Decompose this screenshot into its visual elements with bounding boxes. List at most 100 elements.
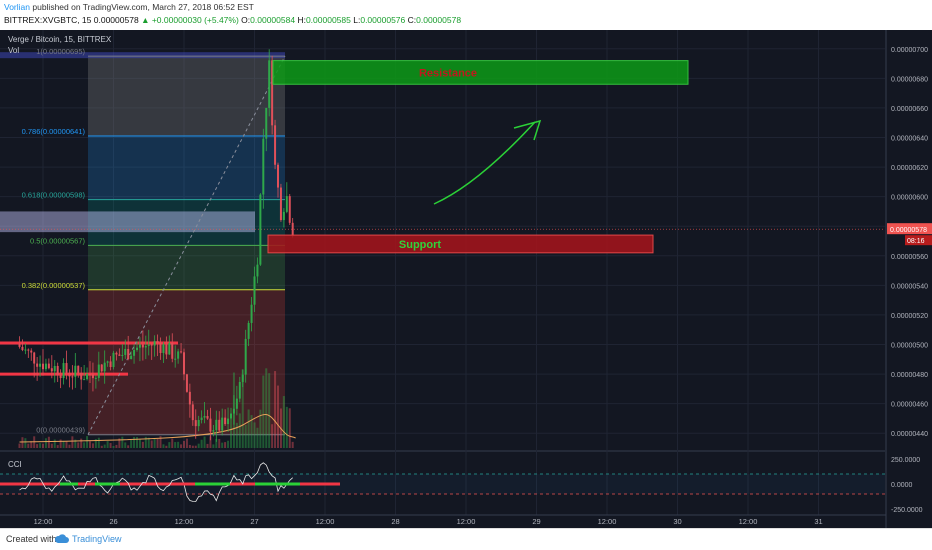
candle-body (109, 361, 112, 368)
volume-bar (89, 441, 91, 448)
volume-bar (194, 445, 197, 448)
volume-bar (183, 440, 185, 448)
time-tick-label: 26 (109, 517, 117, 526)
candle-body (94, 377, 97, 379)
volume-bar (274, 371, 277, 448)
volume-bar (118, 438, 121, 448)
fibonacci-lines (88, 55, 285, 436)
volume-bar (262, 375, 265, 448)
price-change: ▲ +0.00000030 (+5.47%) (141, 15, 239, 25)
candle-body (18, 344, 21, 347)
symbol-interval: BITTREX:XVGBTC, 15 (4, 15, 92, 25)
candle-body (62, 363, 65, 379)
candle-body (24, 349, 27, 351)
candle-body (103, 362, 106, 372)
volume-bar (224, 442, 227, 448)
cci-line (19, 462, 293, 502)
time-axis[interactable]: 12:00 26 12:00 27 12:00 28 12:00 29 12:00 30 12:00… (0, 514, 886, 526)
candle-body (30, 350, 33, 353)
candle-body (144, 346, 147, 348)
candle-body (194, 420, 197, 427)
cci-legend[interactable]: CCI (8, 460, 22, 469)
candle-body (27, 349, 30, 351)
candle-body (238, 381, 241, 399)
volume-bar (235, 422, 238, 448)
close-label: C: (407, 15, 417, 25)
candle-body (247, 322, 250, 339)
volume-bar (112, 445, 115, 448)
time-tick-label: 12:00 (34, 517, 53, 526)
volume-bar (144, 436, 147, 448)
fib-label-0786: 0.786(0.00000641) (22, 127, 86, 136)
volume-bar (62, 441, 65, 448)
volume-bar (171, 438, 174, 448)
candle-body (65, 363, 68, 373)
candle-body (50, 368, 53, 372)
candle-body (168, 343, 171, 355)
price-chart-svg[interactable]: 1(0.00000695) 0.786(0.00000641) 0.618(0.… (0, 30, 932, 528)
volume-bar (42, 443, 44, 448)
candle-body (147, 344, 150, 347)
candle-body (153, 341, 156, 346)
arrow-head (513, 119, 542, 141)
candle-body (44, 363, 47, 370)
volume-bar (218, 438, 221, 448)
volume-bar (44, 438, 47, 448)
candle-body (80, 372, 83, 380)
time-tick-label: 12:00 (316, 517, 335, 526)
volume-bar (256, 427, 259, 448)
support-zone (267, 234, 654, 254)
volume-bar (115, 444, 118, 448)
candle-body (156, 341, 159, 343)
volume-bar (18, 443, 21, 448)
fib-diagonal (87, 55, 286, 435)
candle-body (150, 344, 153, 346)
volume-bar (277, 385, 279, 448)
candle-body (77, 365, 80, 373)
candle-body (224, 417, 227, 425)
time-tick-label: 28 (391, 517, 399, 526)
volume-bar (39, 443, 42, 448)
volume-bar (285, 406, 288, 448)
candle-body (271, 60, 274, 126)
symbol-legend[interactable]: Verge / Bitcoin, 15, BITTREX (8, 35, 112, 44)
countdown-bg (905, 235, 932, 246)
volume-bar (191, 445, 194, 448)
ohlc-line: BITTREX:XVGBTC, 15 0.00000578 ▲ +0.00000… (4, 15, 461, 25)
volume-bar (206, 443, 209, 448)
price-tick-label: 0.00000560 (891, 254, 928, 261)
candle-body (133, 350, 136, 356)
volume-bar (188, 444, 191, 448)
tradingview-cloud-icon (54, 533, 70, 547)
candle-body (188, 391, 191, 405)
tradingview-brand[interactable]: TradingView (72, 534, 122, 544)
volume-bar (180, 444, 183, 448)
candle-body (42, 363, 44, 370)
volume-bar (47, 436, 50, 448)
chart-area[interactable]: 1(0.00000695) 0.786(0.00000641) 0.618(0.… (0, 30, 932, 528)
grid-lines (0, 30, 885, 515)
high-value: 0.00000585 (305, 15, 351, 25)
candle-body (118, 354, 121, 356)
candle-body (212, 430, 215, 432)
time-tick-label: 12:00 (598, 517, 617, 526)
volume-bar (259, 409, 262, 448)
price-tick-label: 0.00000680 (891, 76, 928, 83)
price-tick-label: 0.00000520 (891, 313, 928, 320)
candle-body (159, 342, 162, 354)
cci-tick-label: 250.0000 (891, 457, 920, 464)
time-tick-label: 12:00 (739, 517, 758, 526)
fib-label-0618: 0.618(0.00000598) (22, 191, 86, 200)
time-tick-label: 31 (814, 517, 822, 526)
candle-body (165, 344, 168, 355)
candle-body (277, 164, 279, 188)
volume-legend[interactable]: Vol (8, 46, 19, 55)
candle-body (206, 416, 209, 419)
author-link[interactable]: Vorlian (4, 2, 30, 12)
publish-line: Vorlian published on TradingView.com, Ma… (4, 2, 254, 12)
volume-bar (253, 422, 256, 448)
cci-axis[interactable]: 250.0000 0.0000 -250.0000 (891, 457, 923, 514)
volume-bar (197, 443, 200, 448)
time-tick-label: 27 (250, 517, 258, 526)
candle-body (288, 196, 291, 223)
